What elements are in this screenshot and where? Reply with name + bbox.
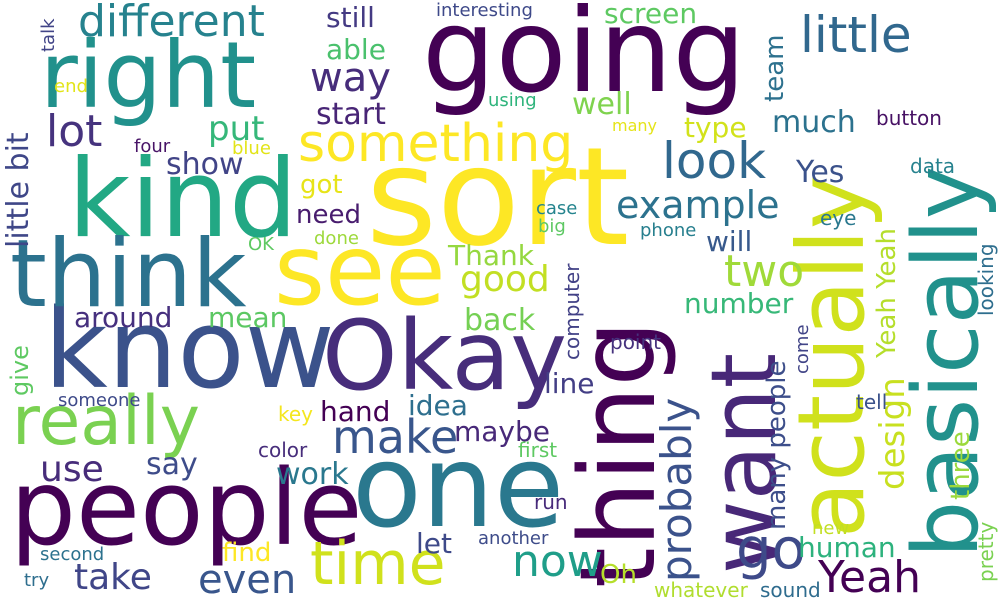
word-little: little	[800, 6, 912, 64]
word-using: using	[488, 90, 537, 111]
word-think: think	[10, 220, 247, 329]
word-maybe: maybe	[454, 415, 551, 448]
word-even: even	[198, 557, 297, 600]
word-good: good	[460, 259, 550, 300]
word-screen: screen	[604, 0, 698, 30]
word-use: use	[40, 449, 104, 490]
word-talk: talk	[38, 18, 59, 52]
word-something: something	[298, 114, 574, 174]
word-work: work	[276, 457, 349, 492]
word-right: right	[40, 22, 257, 129]
word-big: big	[538, 216, 566, 237]
word-point: point	[610, 330, 662, 354]
word-come: come	[792, 324, 813, 374]
word-oh: Oh	[600, 560, 637, 590]
word-tell: tell	[856, 390, 888, 414]
word-time: time	[310, 529, 446, 599]
word-well: well	[572, 87, 632, 122]
word-key: key	[278, 402, 314, 426]
word-data: data	[910, 154, 956, 178]
word-different: different	[78, 0, 265, 47]
word-go: go	[736, 517, 806, 582]
word-team: team	[760, 34, 790, 102]
word-start: start	[316, 97, 386, 132]
word-another: another	[478, 528, 549, 549]
word-sound: sound	[760, 578, 821, 600]
word-yes: Yes	[796, 155, 845, 190]
word-looking: looking	[974, 243, 998, 316]
word-new: new	[812, 518, 850, 539]
word-yeah: Yeah	[818, 552, 921, 600]
word-type: type	[684, 111, 747, 144]
word-make: make	[332, 410, 459, 464]
word-lot: lot	[46, 106, 103, 157]
word-hand: hand	[320, 395, 391, 428]
word-mean: mean	[208, 301, 288, 334]
word-ok: OK	[248, 234, 274, 255]
word-kind: kind	[68, 137, 298, 262]
word-try: try	[24, 570, 50, 591]
word-end: end	[54, 76, 88, 97]
word-got: got	[300, 170, 343, 200]
word-sort: sort	[366, 119, 630, 277]
word-human: human	[798, 531, 896, 564]
word-computer: computer	[560, 263, 584, 360]
word-second: second	[40, 544, 105, 565]
word-let: let	[416, 527, 452, 560]
word-put: put	[208, 109, 265, 149]
word-know: know	[44, 285, 335, 413]
word-many-people: many people	[762, 360, 792, 530]
word-eye: eye	[820, 206, 857, 230]
word-many: many	[612, 116, 657, 135]
word-now: now	[512, 536, 603, 587]
word-really: really	[12, 382, 200, 461]
word-three: three	[946, 431, 976, 500]
word-find: find	[222, 538, 272, 568]
word-people: people	[10, 447, 363, 569]
word-two: two	[724, 246, 805, 297]
word-run: run	[534, 490, 568, 514]
word-able: able	[326, 33, 386, 66]
word-say: say	[146, 447, 198, 482]
word-phone: phone	[640, 220, 697, 241]
word-little-bit: little bit	[1, 132, 36, 248]
word-four: four	[134, 136, 171, 157]
word-much: much	[772, 105, 856, 140]
word-take: take	[74, 557, 152, 598]
word-color: color	[258, 438, 308, 462]
word-done: done	[314, 228, 359, 249]
word-number: number	[684, 287, 794, 320]
word-see: see	[274, 214, 446, 328]
word-someone: someone	[58, 390, 141, 411]
word-idea: idea	[408, 389, 468, 422]
word-still: still	[326, 1, 375, 34]
word-look: look	[662, 132, 767, 190]
word-thank: Thank	[448, 239, 534, 272]
word-whatever: whatever	[654, 578, 748, 600]
word-yeah-yeah: Yeah Yeah	[872, 228, 902, 358]
word-button: button	[876, 106, 942, 130]
word-okay: Okay	[322, 300, 568, 412]
word-show: show	[166, 147, 244, 182]
word-way: way	[310, 55, 391, 101]
word-pretty: pretty	[974, 521, 998, 582]
word-one: one	[352, 420, 565, 553]
word-need: need	[296, 200, 361, 230]
word-example: example	[616, 183, 780, 227]
word-blue: blue	[232, 138, 271, 159]
word-will: will	[706, 225, 753, 258]
word-interesting: interesting	[436, 0, 533, 21]
word-give: give	[6, 345, 34, 396]
word-case: case	[536, 198, 578, 219]
word-around: around	[74, 301, 173, 334]
word-going: going	[422, 0, 746, 119]
word-first: first	[518, 438, 558, 462]
word-probably: probably	[652, 397, 701, 582]
word-line: line	[544, 367, 595, 400]
word-back: back	[464, 303, 536, 338]
